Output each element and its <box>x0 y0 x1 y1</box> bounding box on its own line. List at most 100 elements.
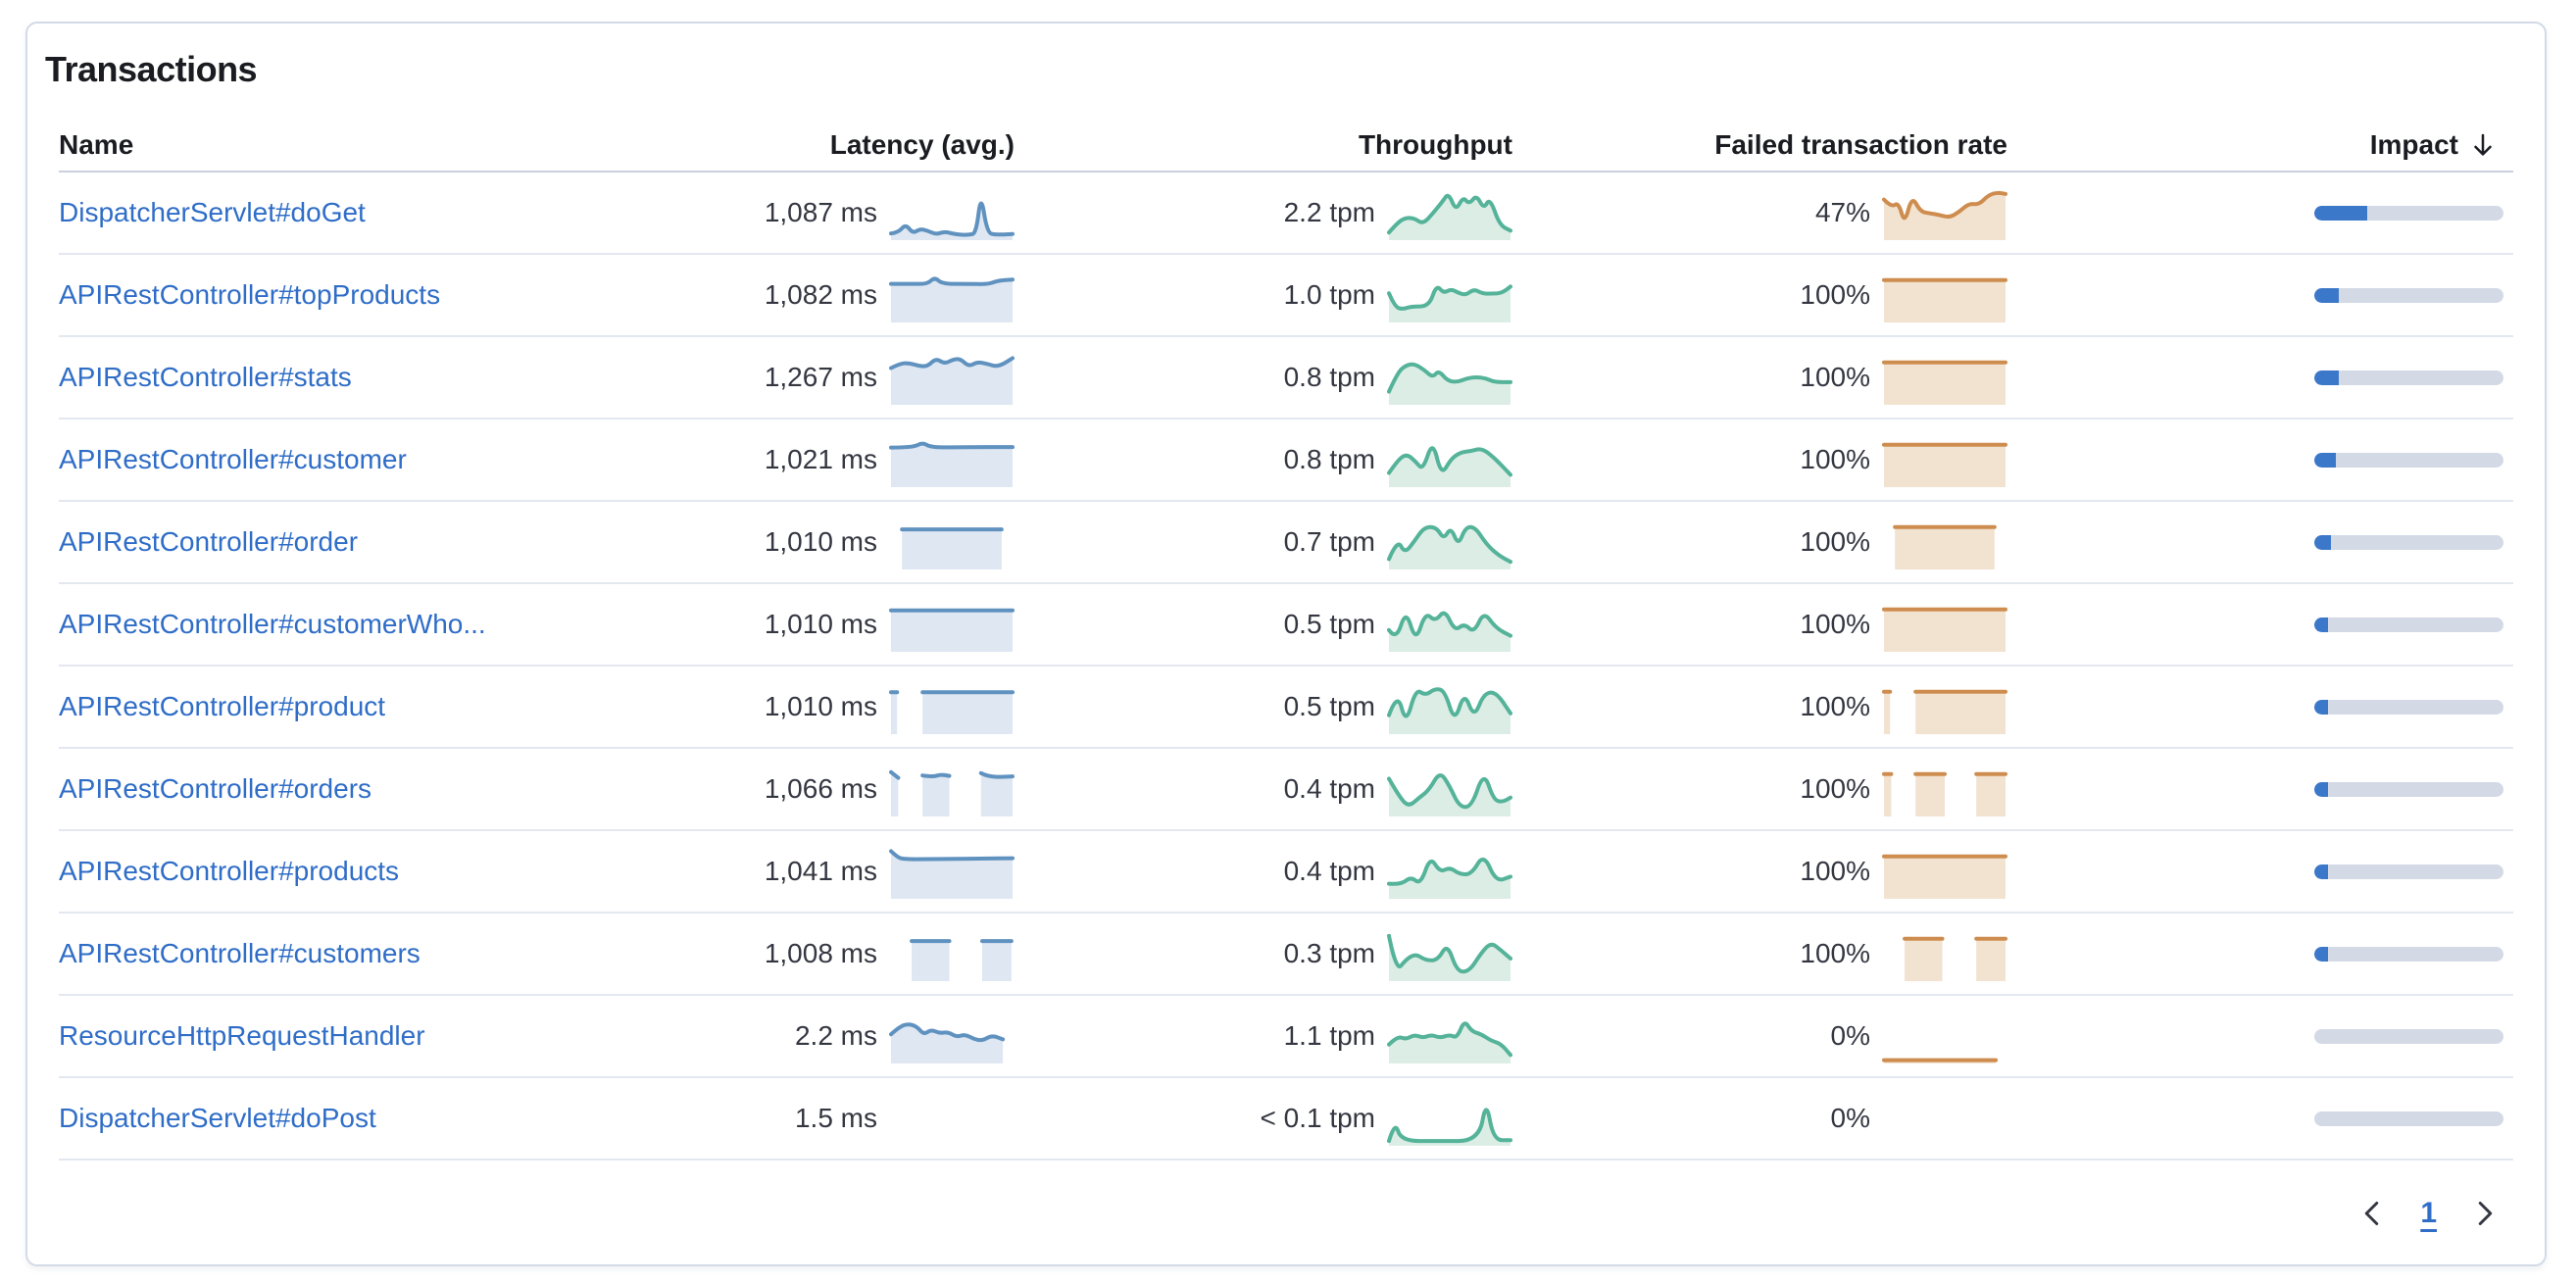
throughput-value: 0.5 tpm <box>1283 691 1375 721</box>
column-header-impact[interactable]: Impact <box>2023 129 2513 161</box>
transaction-name-link[interactable]: APIRestController#customer <box>59 444 407 474</box>
throughput-sparkline <box>1387 596 1512 653</box>
latency-value: 1,021 ms <box>764 444 877 474</box>
impact-bar-fill <box>2314 287 2340 303</box>
sort-descending-icon <box>2474 133 2492 156</box>
column-header-latency[interactable]: Latency (avg.) <box>829 129 1015 160</box>
transaction-name-link[interactable]: APIRestController#order <box>59 526 359 557</box>
failed-rate-value: 100% <box>1800 526 1870 557</box>
column-header-impact-label: Impact <box>2369 129 2458 160</box>
impact-bar-fill <box>2314 452 2337 468</box>
impact-bar-fill <box>2314 699 2328 715</box>
transaction-name-link[interactable]: DispatcherServlet#doGet <box>59 197 366 227</box>
transaction-name-link[interactable]: APIRestController#customers <box>59 938 421 968</box>
latency-sparkline <box>889 349 1015 406</box>
table-row: APIRestController#order 1,010 ms 0.7 tpm… <box>59 502 2513 584</box>
failed-rate-sparkline <box>1882 596 2007 653</box>
impact-bar-fill <box>2314 617 2328 632</box>
transaction-name-link[interactable]: DispatcherServlet#doPost <box>59 1103 376 1133</box>
impact-bar <box>2314 699 2503 715</box>
transaction-name-link[interactable]: ResourceHttpRequestHandler <box>59 1020 425 1051</box>
page-1-button[interactable]: 1 <box>2420 1197 2437 1229</box>
column-header-name[interactable]: Name <box>59 129 134 160</box>
throughput-sparkline <box>1387 267 1512 323</box>
throughput-value: 0.3 tpm <box>1283 938 1375 968</box>
failed-rate-sparkline <box>1882 925 2007 982</box>
failed-rate-sparkline <box>1882 843 2007 900</box>
failed-rate-value: 100% <box>1800 856 1870 886</box>
impact-bar <box>2314 864 2503 879</box>
impact-bar <box>2314 781 2503 797</box>
transaction-name-link[interactable]: APIRestController#orders <box>59 773 372 804</box>
chevron-right-icon <box>2478 1202 2493 1225</box>
table-row: APIRestController#customerWho... 1,010 m… <box>59 584 2513 667</box>
throughput-value: 0.5 tpm <box>1283 609 1375 639</box>
throughput-sparkline <box>1387 843 1512 900</box>
transaction-name-link[interactable]: APIRestController#topProducts <box>59 279 441 310</box>
impact-bar <box>2314 287 2503 303</box>
failed-rate-value: 47% <box>1814 197 1870 227</box>
transaction-name-link[interactable]: APIRestController#stats <box>59 362 352 392</box>
failed-rate-value: 100% <box>1800 691 1870 721</box>
chevron-left-icon <box>2365 1202 2379 1225</box>
table-row: APIRestController#products 1,041 ms 0.4 … <box>59 831 2513 914</box>
latency-sparkline <box>889 184 1015 241</box>
impact-bar-fill <box>2314 205 2368 221</box>
throughput-value: 1.0 tpm <box>1283 279 1375 310</box>
transaction-name-link[interactable]: APIRestController#customerWho... <box>59 609 486 639</box>
impact-bar <box>2314 534 2503 550</box>
next-page-button[interactable] <box>2458 1196 2509 1231</box>
throughput-value: 0.4 tpm <box>1283 856 1375 886</box>
table-row: APIRestController#customers 1,008 ms 0.3… <box>59 914 2513 996</box>
latency-value: 1,087 ms <box>764 197 877 227</box>
failed-rate-value: 100% <box>1800 279 1870 310</box>
latency-value: 1,041 ms <box>764 856 877 886</box>
latency-sparkline <box>889 267 1015 323</box>
failed-rate-value: 100% <box>1800 362 1870 392</box>
column-header-failed-rate[interactable]: Failed transaction rate <box>1714 129 2007 160</box>
impact-bar-fill <box>2314 864 2328 879</box>
failed-rate-sparkline <box>1882 431 2007 488</box>
failed-rate-value: 0% <box>1830 1020 1870 1051</box>
failed-rate-sparkline <box>1882 514 2007 570</box>
throughput-value: 0.7 tpm <box>1283 526 1375 557</box>
transaction-name-link[interactable]: APIRestController#products <box>59 856 400 886</box>
throughput-sparkline <box>1387 349 1512 406</box>
impact-bar <box>2314 1111 2503 1126</box>
failed-rate-value: 100% <box>1800 609 1870 639</box>
impact-bar-fill <box>2314 370 2340 385</box>
failed-rate-sparkline <box>1882 267 2007 323</box>
impact-bar <box>2314 205 2503 221</box>
throughput-value: 1.1 tpm <box>1283 1020 1375 1051</box>
latency-value: 1,010 ms <box>764 526 877 557</box>
failed-rate-sparkline <box>1882 184 2007 241</box>
throughput-sparkline <box>1387 678 1512 735</box>
failed-rate-sparkline <box>1882 1008 2007 1064</box>
throughput-value: < 0.1 tpm <box>1260 1103 1375 1133</box>
transaction-name-link[interactable]: APIRestController#product <box>59 691 386 721</box>
column-header-throughput[interactable]: Throughput <box>1358 129 1512 160</box>
table-row: APIRestController#topProducts 1,082 ms 1… <box>59 255 2513 337</box>
throughput-value: 0.4 tpm <box>1283 773 1375 804</box>
previous-page-button[interactable] <box>2348 1196 2399 1231</box>
table-row: APIRestController#orders 1,066 ms 0.4 tp… <box>59 749 2513 831</box>
latency-value: 1,082 ms <box>764 279 877 310</box>
latency-value: 1,010 ms <box>764 609 877 639</box>
throughput-value: 2.2 tpm <box>1283 197 1375 227</box>
latency-value: 1,010 ms <box>764 691 877 721</box>
failed-rate-sparkline <box>1882 1090 2007 1147</box>
throughput-sparkline <box>1387 761 1512 817</box>
failed-rate-sparkline <box>1882 678 2007 735</box>
impact-bar <box>2314 452 2503 468</box>
table-row: ResourceHttpRequestHandler 2.2 ms 1.1 tp… <box>59 996 2513 1078</box>
latency-value: 1,066 ms <box>764 773 877 804</box>
failed-rate-value: 100% <box>1800 938 1870 968</box>
latency-value: 1.5 ms <box>794 1103 877 1133</box>
latency-sparkline <box>889 843 1015 900</box>
throughput-value: 0.8 tpm <box>1283 362 1375 392</box>
table-row: APIRestController#customer 1,021 ms 0.8 … <box>59 420 2513 502</box>
latency-sparkline <box>889 596 1015 653</box>
impact-bar <box>2314 370 2503 385</box>
failed-rate-sparkline <box>1882 349 2007 406</box>
transactions-panel: Transactions Name Latency (avg.) Through… <box>25 22 2547 1266</box>
